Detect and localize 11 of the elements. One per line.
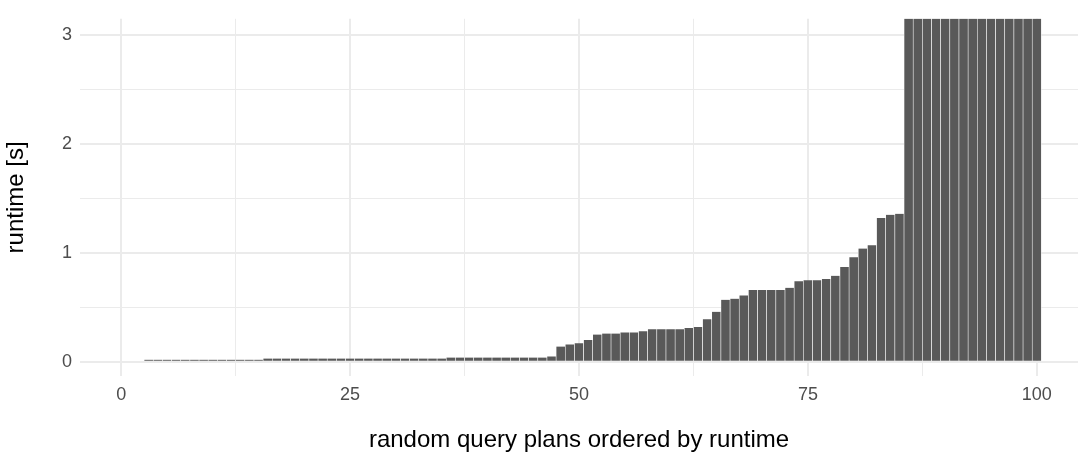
x-tick-label: 25 <box>340 383 361 404</box>
y-tick-label: 0 <box>61 350 72 371</box>
y-tick-label: 1 <box>61 241 72 262</box>
x-tick-label: 75 <box>797 383 818 404</box>
y-tick-label: 2 <box>61 133 72 154</box>
y-axis-title: runtime [s] <box>1 141 29 254</box>
x-axis-title: random query plans ordered by runtime <box>368 425 790 453</box>
y-tick-label: 3 <box>61 24 72 45</box>
x-tick-label: 100 <box>1021 383 1052 404</box>
x-tick-label: 0 <box>116 383 127 404</box>
x-tick-label: 50 <box>568 383 590 404</box>
